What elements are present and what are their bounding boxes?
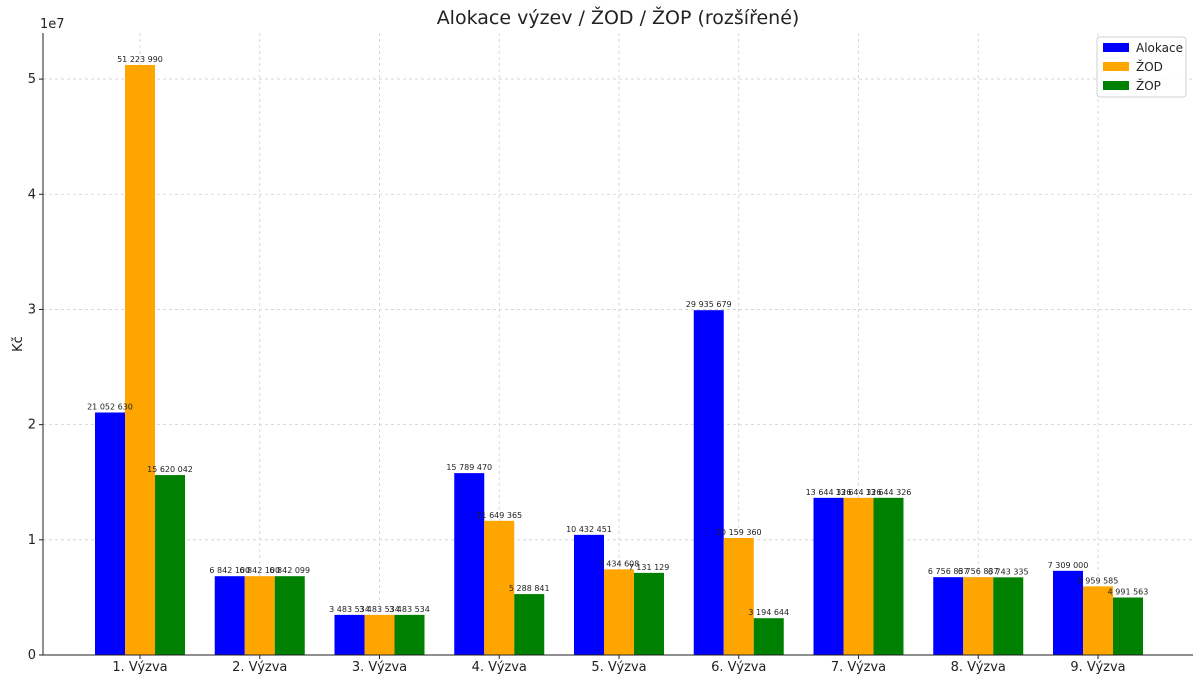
bar-value-label: 11 649 365 xyxy=(476,511,522,520)
bar-value-label: 5 288 841 xyxy=(509,584,550,593)
bar-value-label: 7 131 129 xyxy=(629,563,670,572)
legend-swatch xyxy=(1103,81,1129,90)
bar-value-label: 7 309 000 xyxy=(1048,561,1089,570)
bar-value-label: 51 223 990 xyxy=(117,55,163,64)
bar-value-label: 10 432 451 xyxy=(566,525,612,534)
bar-value-label: 6 756 837 xyxy=(928,567,969,576)
bar-value-label: 3 483 534 xyxy=(359,605,400,614)
y-tick-label: 4 xyxy=(28,187,36,202)
x-tick-label: 1. Výzva xyxy=(112,660,167,675)
bar-alokace xyxy=(214,576,245,655)
bar-value-label: 29 935 679 xyxy=(686,300,732,309)
x-tick-label: 7. Výzva xyxy=(831,660,886,675)
bar-žop xyxy=(753,618,784,655)
bar-value-label: 6 756 837 xyxy=(958,567,999,576)
x-tick-label: 8. Výzva xyxy=(951,660,1006,675)
bar-value-label: 6 842 100 xyxy=(239,566,280,575)
bar-žop xyxy=(155,475,185,655)
bar-alokace xyxy=(933,577,964,655)
bar-žod xyxy=(963,577,994,655)
legend-swatch xyxy=(1103,43,1129,52)
bar-žop xyxy=(634,572,664,655)
bar-alokace xyxy=(334,614,365,655)
x-tick-label: 2. Výzva xyxy=(232,660,287,675)
y-tick-label: 0 xyxy=(28,648,36,663)
bar-žop xyxy=(1113,597,1143,655)
bar-value-label: 4 991 563 xyxy=(1108,588,1149,597)
bar-žop xyxy=(873,497,904,655)
bar-žod xyxy=(723,537,754,655)
x-tick-label: 4. Výzva xyxy=(472,660,527,675)
data-labels: 21 052 630 6 842 100 3 483 534 15 789 470 10… xyxy=(87,55,1148,617)
bar-žod xyxy=(364,614,395,655)
x-tick-label: 5. Výzva xyxy=(591,660,646,675)
bar-value-label: 6 842 099 xyxy=(269,566,310,575)
bar-alokace xyxy=(95,412,125,655)
bar-value-label: 7 434 608 xyxy=(599,559,640,568)
bar-žod xyxy=(604,569,634,655)
bar-žod xyxy=(125,64,155,655)
bar-alokace xyxy=(454,473,485,655)
bars xyxy=(95,64,1143,655)
bar-alokace xyxy=(574,534,604,655)
bar-value-label: 3 194 644 xyxy=(748,608,789,617)
bar-alokace xyxy=(693,310,724,655)
bar-value-label: 6 743 335 xyxy=(988,567,1029,576)
y-tick-label: 5 xyxy=(28,72,36,87)
bar-žop xyxy=(993,577,1024,655)
bar-value-label: 6 842 100 xyxy=(209,566,250,575)
bar-žod xyxy=(843,497,874,655)
y-tick-label: 3 xyxy=(28,302,36,317)
x-tick-label: 6. Výzva xyxy=(711,660,766,675)
y-axis-label: Kč xyxy=(11,336,26,352)
x-tick-label: 3. Výzva xyxy=(352,660,407,675)
bar-value-label: 15 620 042 xyxy=(147,465,193,474)
y-axis-scale-label: 1e7 xyxy=(40,17,65,32)
bar-value-label: 13 644 326 xyxy=(866,488,912,497)
legend-label: ŽOP xyxy=(1136,78,1161,93)
bar-value-label: 5 959 585 xyxy=(1078,576,1119,585)
bar-žop xyxy=(394,614,425,655)
legend-label: ŽOD xyxy=(1136,59,1163,74)
chart-title: Alokace výzev / ŽOD / ŽOP (rozšířené) xyxy=(437,6,800,29)
bar-alokace xyxy=(813,497,844,655)
legend: Alokace ŽOD ŽOP xyxy=(1096,36,1187,98)
bar-value-label: 13 644 326 xyxy=(806,488,852,497)
bar-value-label: 3 483 534 xyxy=(329,605,370,614)
x-tick-label: 9. Výzva xyxy=(1070,660,1125,675)
bar-value-label: 10 159 360 xyxy=(716,528,762,537)
y-tick-label: 2 xyxy=(28,418,36,433)
bar-alokace xyxy=(1053,570,1083,655)
legend-label: Alokace xyxy=(1136,41,1183,55)
bar-value-label: 3 483 534 xyxy=(389,605,430,614)
bar-žod xyxy=(484,520,515,655)
bar-value-label: 13 644 326 xyxy=(836,488,882,497)
bar-žod xyxy=(1083,586,1113,655)
legend-swatch xyxy=(1103,62,1129,71)
bar-žod xyxy=(244,576,275,655)
y-tick-label: 1 xyxy=(28,533,36,548)
bar-žop xyxy=(274,576,305,655)
bar-value-label: 15 789 470 xyxy=(446,463,492,472)
axes: 0 1 2 3 4 5 1. Výzva 2. Výzva 3. Výzva 4. Výzva 5.… xyxy=(28,33,1193,675)
bar-value-label: 21 052 630 xyxy=(87,403,133,412)
bar-žop xyxy=(514,594,545,655)
